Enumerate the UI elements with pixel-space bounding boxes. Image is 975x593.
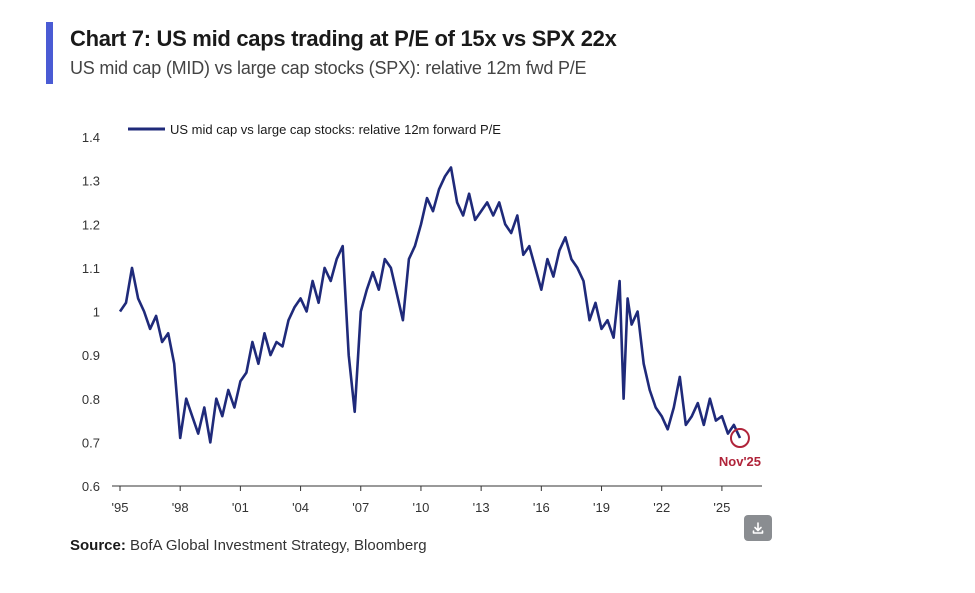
legend-label: US mid cap vs large cap stocks: relative…: [170, 122, 501, 137]
title-accent-bar: [46, 22, 53, 84]
x-tick-label: '19: [593, 500, 610, 515]
x-tick-label: '95: [112, 500, 129, 515]
y-tick-label: 1.3: [82, 174, 100, 189]
download-button[interactable]: [744, 515, 772, 541]
y-tick-label: 1: [93, 305, 100, 320]
x-tick-label: '01: [232, 500, 249, 515]
x-tick-label: '07: [352, 500, 369, 515]
y-tick-label: 1.1: [82, 261, 100, 276]
legend: US mid cap vs large cap stocks: relative…: [128, 122, 501, 137]
x-tick-label: '22: [653, 500, 670, 515]
y-tick-label: 0.8: [82, 392, 100, 407]
y-tick-label: 1.2: [82, 217, 100, 232]
annotation-label: Nov'25: [719, 454, 761, 469]
annotations: Nov'25: [719, 428, 761, 469]
x-tick-label: '04: [292, 500, 309, 515]
x-axis-ticks: '95 '98 '01 '04 '07 '10 '13 '16 '19 '22 '25: [112, 486, 730, 515]
source-text: BofA Global Investment Strategy, Bloombe…: [125, 537, 427, 554]
series-line: [118, 166, 742, 444]
y-axis-ticks: 1.4 1.3 1.2 1.1 1 0.9 0.8 0.7 0.6: [82, 130, 100, 494]
annotation-circle: [729, 428, 750, 449]
source-note: Source: BofA Global Investment Strategy,…: [70, 537, 427, 554]
y-tick-label: 0.7: [82, 435, 100, 450]
y-tick-label: 0.6: [82, 479, 100, 494]
x-tick-label: '98: [172, 500, 189, 515]
download-icon: [752, 522, 764, 534]
chart-subtitle: US mid cap (MID) vs large cap stocks (SP…: [70, 58, 587, 78]
x-tick-label: '10: [412, 500, 429, 515]
chart-title: Chart 7: US mid caps trading at P/E of 1…: [70, 26, 617, 51]
series-group: [118, 166, 742, 444]
source-label: Source:: [70, 537, 126, 554]
x-tick-label: '16: [533, 500, 550, 515]
y-tick-label: 1.4: [82, 130, 100, 145]
y-tick-label: 0.9: [82, 348, 100, 363]
x-tick-label: '25: [713, 500, 730, 515]
x-tick-label: '13: [473, 500, 490, 515]
